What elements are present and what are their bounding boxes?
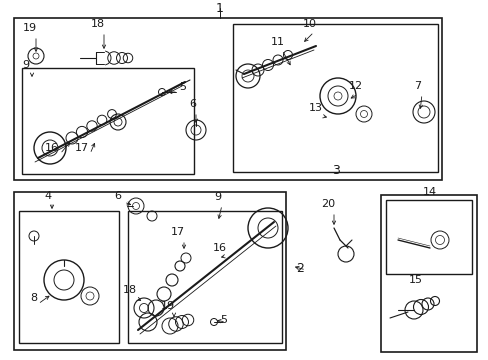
- Text: 9: 9: [22, 60, 29, 70]
- Text: 18: 18: [91, 19, 105, 29]
- Text: 16: 16: [45, 143, 59, 153]
- Text: 19: 19: [161, 301, 175, 311]
- Bar: [14, 192, 285, 350]
- Text: 1: 1: [216, 1, 224, 14]
- Text: 12: 12: [348, 81, 362, 91]
- Text: 4: 4: [44, 191, 51, 201]
- Text: 16: 16: [213, 243, 226, 253]
- Text: 5: 5: [220, 315, 227, 325]
- Text: 6: 6: [114, 191, 121, 201]
- Text: 15: 15: [408, 275, 422, 285]
- Text: 3: 3: [331, 163, 339, 176]
- Text: 7: 7: [414, 81, 421, 91]
- Text: 17: 17: [171, 227, 184, 237]
- Bar: [380, 195, 476, 352]
- Bar: [19, 211, 119, 343]
- Text: 9: 9: [214, 192, 221, 202]
- Bar: [232, 24, 437, 172]
- Bar: [385, 200, 471, 274]
- Text: 13: 13: [308, 103, 323, 113]
- Bar: [22, 68, 194, 174]
- Text: 18: 18: [122, 285, 137, 295]
- Text: 14: 14: [422, 187, 436, 197]
- Text: 10: 10: [303, 19, 316, 29]
- Text: 20: 20: [320, 199, 334, 209]
- Text: 19: 19: [23, 23, 37, 33]
- Text: 8: 8: [30, 293, 38, 303]
- Bar: [128, 211, 282, 343]
- Text: 17: 17: [75, 143, 89, 153]
- Text: 2: 2: [295, 261, 304, 274]
- Text: 11: 11: [270, 37, 285, 47]
- Bar: [14, 18, 441, 180]
- Text: 6: 6: [189, 99, 196, 109]
- Text: 5: 5: [179, 82, 186, 92]
